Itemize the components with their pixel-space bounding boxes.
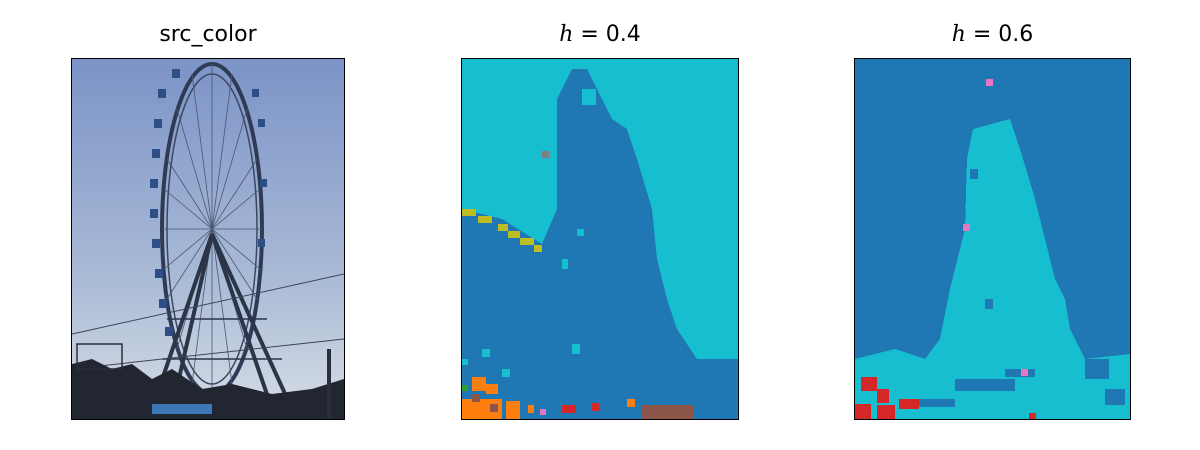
h-value: = 0.6	[965, 22, 1034, 47]
h-symbol: h	[559, 22, 574, 47]
panel-title-h-0-6: h = 0.6	[854, 22, 1131, 47]
src-color-image	[71, 58, 345, 420]
panel-title-src-color: src_color	[159, 22, 257, 47]
h-symbol: h	[951, 22, 966, 47]
cluster-image-h-0-4	[462, 59, 738, 419]
panel-title-h-0-4: h = 0.4	[461, 22, 739, 47]
ferris-wheel-photo	[72, 59, 344, 419]
cluster-map-h-0-6	[854, 58, 1131, 420]
h-value: = 0.4	[573, 22, 641, 47]
cluster-image-h-0-6	[855, 59, 1130, 419]
cluster-map-h-0-4	[461, 58, 739, 420]
